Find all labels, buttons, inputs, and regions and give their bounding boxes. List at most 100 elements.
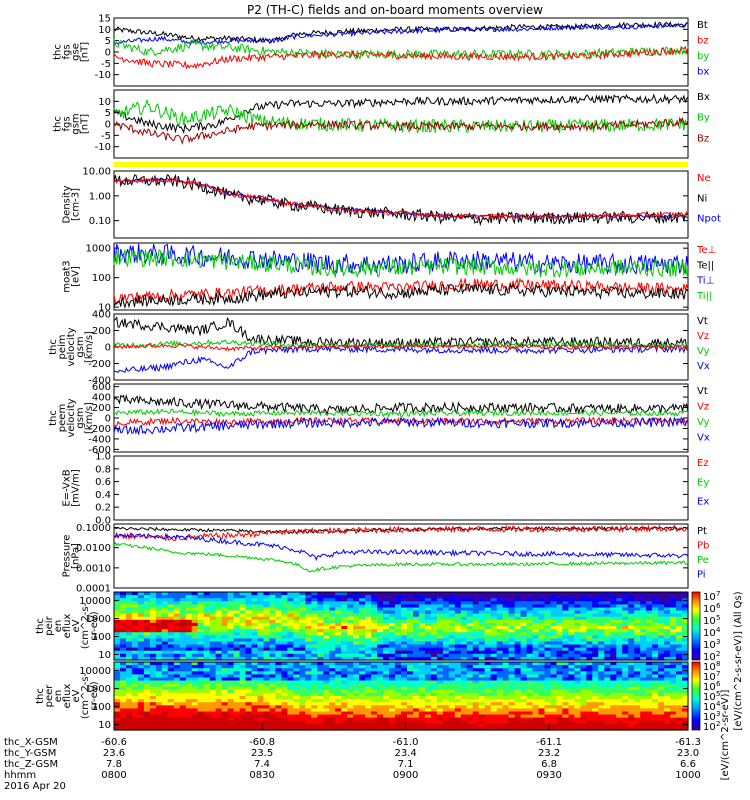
spectrogram-cell (574, 717, 581, 722)
spectrogram-cell (173, 622, 181, 627)
spectrogram-cell (484, 686, 492, 691)
spectrogram-cell (616, 650, 623, 655)
legend-item: Vy (697, 346, 710, 357)
spectrogram-cell (448, 629, 456, 633)
spectrogram-cell (221, 595, 229, 599)
spectrogram-cell (646, 601, 653, 605)
spectrogram-cell (149, 626, 157, 630)
spectrogram-cell (424, 601, 432, 605)
spectrogram-cell (114, 668, 121, 672)
spectrogram-cell (448, 598, 456, 602)
spectrogram-cell (664, 702, 671, 706)
spectrogram-cell (604, 708, 611, 713)
spectrogram-cell (161, 619, 169, 624)
spectrogram-cell (472, 702, 480, 706)
spectrogram-cell (430, 689, 438, 694)
spectrogram-cell (598, 613, 605, 618)
spectrogram-cell (257, 641, 265, 646)
spectrogram-cell (371, 629, 378, 633)
legend-item: Ti⊥ (696, 276, 714, 287)
spectrogram-cell (413, 619, 420, 624)
spectrogram-cell (323, 647, 330, 652)
spectrogram-cell (317, 626, 324, 630)
spectrogram-cell (377, 610, 384, 615)
spectrogram-cell (251, 668, 259, 672)
spectrogram-cell (365, 705, 372, 709)
spectrogram-cell (568, 708, 575, 713)
spectrogram-cell (215, 641, 223, 646)
spectrogram-cell (149, 598, 157, 602)
spectrogram-cell (227, 680, 235, 685)
spectrogram-cell (251, 622, 259, 627)
spectrogram-cell (407, 717, 414, 722)
spectrogram-cell (490, 720, 498, 725)
spectrogram-cell (652, 607, 659, 612)
spectrogram-cell (120, 619, 127, 624)
spectrogram-cell (377, 699, 384, 703)
spectrogram-cell (682, 610, 689, 615)
spectrogram-cell (239, 708, 247, 713)
spectrogram-cell (550, 635, 558, 639)
spectrogram-cell (478, 613, 486, 618)
spectrogram-cell (604, 601, 611, 605)
spectrogram-cell (502, 622, 510, 627)
spectrogram-cell (239, 726, 247, 731)
spectrogram-cell (281, 638, 288, 643)
spectrogram-cell (664, 598, 671, 602)
spectrogram-cell (628, 622, 635, 627)
spectrogram-cell (347, 726, 354, 731)
spectrogram-cell (305, 717, 312, 722)
spectrogram-cell (454, 613, 462, 618)
spectrogram-cell (514, 641, 522, 646)
spectrogram-cell (418, 635, 426, 639)
spectrogram-cell (203, 714, 211, 719)
spectrogram-cell (155, 598, 163, 602)
spectrogram-cell (532, 714, 540, 719)
spectrogram-cell (126, 616, 133, 621)
spectrogram-cell (263, 671, 271, 675)
spectrogram-cell (347, 635, 354, 639)
spectrogram-cell (281, 632, 288, 636)
spectrogram-cell (526, 699, 534, 703)
spectrogram-cell (538, 717, 546, 722)
spectrogram-cell (574, 702, 581, 706)
spectrogram-cell (335, 711, 342, 716)
spectrogram-cell (293, 610, 300, 615)
spectrogram-cell (574, 626, 581, 630)
spectrogram-cell (323, 677, 330, 682)
spectrogram-cell (203, 632, 211, 636)
spectrogram-cell (233, 686, 241, 691)
spectrogram-cell (640, 644, 647, 649)
spectrogram-cell (395, 632, 402, 636)
spectrogram-cell (347, 705, 354, 709)
spectrogram-cell (143, 720, 151, 725)
spectrogram-cell (281, 622, 288, 627)
spectrogram-cell (245, 626, 253, 630)
spectrogram-cell (263, 647, 271, 652)
spectrogram-cell (634, 641, 641, 646)
spectrogram-cell (359, 653, 366, 658)
y-tick-label: 10 (98, 303, 111, 314)
spectrogram-cell (137, 595, 145, 599)
spectrogram-cell (568, 629, 575, 633)
spectrogram-cell (556, 644, 564, 649)
spectrogram-cell (323, 665, 330, 669)
spectrogram-cell (347, 717, 354, 722)
spectrogram-cell (257, 720, 265, 725)
spectrogram-cell (197, 705, 205, 709)
spectrogram-cell (323, 607, 330, 612)
spectrogram-cell (269, 665, 277, 669)
spectrogram-cell (616, 689, 623, 694)
y-tick-label: 100 (92, 632, 111, 643)
spectrogram-cell (478, 592, 486, 596)
spectrogram-cell (592, 650, 599, 655)
spectrogram-cell (137, 644, 145, 649)
spectrogram-cell (131, 644, 139, 649)
spectrogram-cell (562, 644, 569, 649)
spectrogram-cell (281, 696, 288, 700)
spectrogram-cell (490, 647, 498, 652)
spectrogram-cell (502, 708, 510, 713)
spectrogram-cell (143, 689, 151, 694)
spectrogram-cell (120, 598, 127, 602)
